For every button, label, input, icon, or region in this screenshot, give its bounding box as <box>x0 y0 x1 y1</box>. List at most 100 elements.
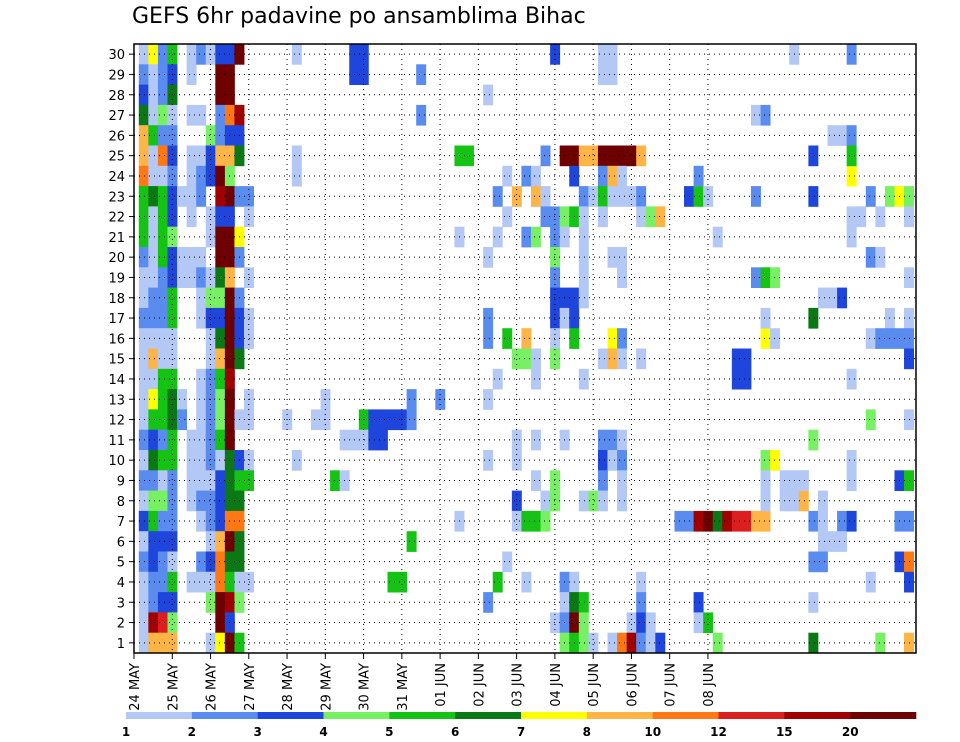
heat-cell <box>157 510 168 532</box>
heat-cell <box>416 64 427 85</box>
heat-cell <box>377 429 388 451</box>
colorbar-swatch <box>257 712 324 719</box>
heat-cell <box>731 368 742 390</box>
x-tick-label: 31 MAY <box>396 663 411 711</box>
heat-cell <box>138 307 149 329</box>
heat-cell <box>177 247 188 268</box>
heat-cell <box>148 632 159 654</box>
heat-cell <box>607 450 618 471</box>
heat-cell <box>416 104 427 126</box>
heat-cell <box>875 632 886 654</box>
heat-cell <box>875 247 886 268</box>
heat-cell <box>578 368 589 390</box>
heat-cell <box>617 247 628 268</box>
heat-cell <box>167 531 178 552</box>
heat-cell <box>148 592 159 613</box>
x-tick-label: 28 MAY <box>281 663 296 711</box>
heat-cell <box>530 165 541 187</box>
heat-cell <box>138 571 149 593</box>
heat-cell <box>215 409 226 431</box>
heat-cell <box>148 450 159 471</box>
heat-cell <box>511 490 522 512</box>
x-tick-label: 06 JUN <box>625 663 640 707</box>
x-tick-label: 29 MAY <box>319 663 334 711</box>
colorbar-label: 7 <box>517 725 525 739</box>
heat-cell <box>368 429 379 451</box>
heat-cell <box>617 348 628 370</box>
heat-cell <box>205 287 216 309</box>
heat-cell <box>205 510 216 532</box>
heat-cell <box>492 226 503 248</box>
heat-cell <box>588 632 599 654</box>
heat-cell <box>808 510 819 532</box>
heat-cell <box>167 510 178 532</box>
heat-cell <box>215 84 226 106</box>
heat-cell <box>215 490 226 512</box>
heat-cell <box>157 64 168 85</box>
heat-cell <box>617 470 628 491</box>
heat-cell <box>846 226 857 248</box>
heat-cell <box>244 267 254 288</box>
heat-cell <box>167 247 178 268</box>
heat-cell <box>750 186 761 207</box>
heat-cell <box>138 104 149 126</box>
heat-cell <box>511 450 522 471</box>
heat-cell <box>817 551 828 573</box>
heat-cell <box>645 612 656 634</box>
heat-cell <box>597 165 608 187</box>
heat-cell <box>167 328 178 349</box>
heat-cell <box>186 429 197 451</box>
colorbar-swatch <box>126 712 193 719</box>
heat-cell <box>846 470 857 491</box>
heat-cell <box>148 165 159 187</box>
heat-cell <box>205 632 216 654</box>
heat-cell <box>760 307 771 329</box>
heat-cell <box>157 450 168 471</box>
heat-cell <box>205 328 216 349</box>
heat-cell <box>148 84 159 106</box>
heat-cell <box>483 247 494 268</box>
y-tick-label: 29 <box>108 68 125 83</box>
heat-cell <box>521 165 532 187</box>
heat-cell <box>215 450 226 471</box>
heat-cell <box>148 368 159 390</box>
heat-cell <box>578 226 589 248</box>
heat-cell <box>607 165 618 187</box>
heat-cell <box>550 328 561 349</box>
heat-cell <box>540 490 551 512</box>
heat-cell <box>157 125 168 146</box>
heat-cell <box>138 551 149 573</box>
heat-cell <box>540 186 551 207</box>
heat-cell <box>588 145 599 167</box>
heat-cell <box>626 145 637 167</box>
heat-cell <box>368 409 379 431</box>
heat-cell <box>138 450 149 471</box>
heat-cell <box>578 632 589 654</box>
heat-cell <box>167 206 178 228</box>
heat-cell <box>521 328 532 349</box>
heat-cell <box>205 165 216 187</box>
heat-cell <box>196 104 207 126</box>
heat-cell <box>655 206 666 228</box>
heat-cell <box>167 632 178 654</box>
heat-cell <box>205 226 216 248</box>
heat-cell <box>578 247 589 268</box>
heat-cell <box>138 226 149 248</box>
heat-cell <box>827 125 838 146</box>
heat-cell <box>750 510 761 532</box>
data-cells <box>138 44 915 654</box>
heat-cell <box>617 632 628 654</box>
heat-cell <box>186 145 197 167</box>
heat-cell <box>483 389 494 410</box>
heat-cell <box>196 267 207 288</box>
y-tick-label: 15 <box>108 353 125 368</box>
heat-cell <box>205 490 216 512</box>
y-tick-label: 21 <box>108 231 125 246</box>
heat-cell <box>550 348 561 370</box>
heat-cell <box>138 125 149 146</box>
heat-cell <box>827 531 838 552</box>
heat-cell <box>703 612 714 634</box>
colorbar-label: 10 <box>644 725 661 739</box>
heat-cell <box>617 450 628 471</box>
heat-cell <box>157 368 168 390</box>
